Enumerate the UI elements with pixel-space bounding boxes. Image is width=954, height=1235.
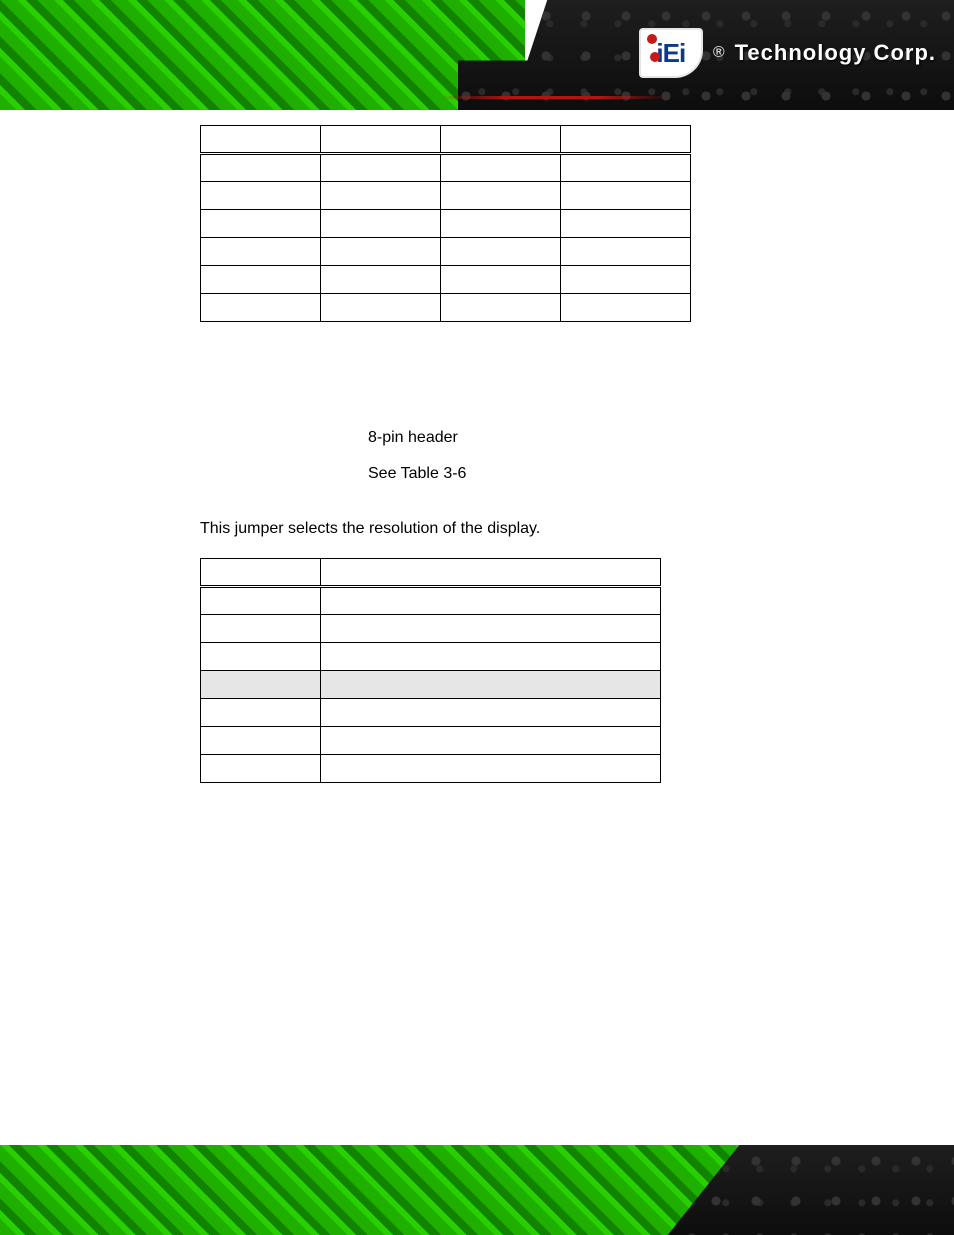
table-2-th-0: [201, 559, 321, 587]
table-cell: [201, 182, 321, 210]
header-band: iEi ® Technology Corp.: [0, 0, 954, 110]
table-cell: [321, 154, 441, 182]
page-content: 8-pin header See Table 3-6 This jumper s…: [0, 115, 954, 1140]
table-row: [201, 587, 661, 615]
table-1-header-row: [201, 126, 691, 154]
table-cell: [321, 238, 441, 266]
table-row: [201, 727, 661, 755]
table-row: [201, 615, 661, 643]
table-cell: [321, 699, 661, 727]
table-cell: [201, 210, 321, 238]
table-2-th-1: [321, 559, 661, 587]
table-row: [201, 671, 661, 699]
table-cell: [561, 182, 691, 210]
brand-logo-text: iEi: [656, 38, 685, 69]
table-cell: [201, 727, 321, 755]
table-row: [201, 643, 661, 671]
table-cell: [441, 238, 561, 266]
description-paragraph: This jumper selects the resolution of th…: [200, 520, 894, 538]
table-cell: [201, 587, 321, 615]
table-cell: [321, 587, 661, 615]
registered-mark: ®: [713, 44, 725, 62]
table-cell: [321, 210, 441, 238]
table-cell: [321, 671, 661, 699]
table-cell: [321, 727, 661, 755]
table-cell: [321, 755, 661, 783]
footer-green-pcb: [0, 1145, 744, 1235]
table-1-th-1: [321, 126, 441, 154]
table-cell: [201, 643, 321, 671]
table-cell: [321, 294, 441, 322]
table-cell: [321, 266, 441, 294]
table-row: [201, 266, 691, 294]
table-cell: [441, 210, 561, 238]
table-1: [200, 125, 691, 322]
table-1-th-0: [201, 126, 321, 154]
table-row: [201, 755, 661, 783]
table-cell: [561, 266, 691, 294]
spec-line-2: See Table 3-6: [368, 458, 894, 490]
table-row: [201, 154, 691, 182]
table-cell: [201, 294, 321, 322]
brand-block: iEi ® Technology Corp.: [639, 28, 936, 78]
table-cell: [441, 182, 561, 210]
table-cell: [441, 294, 561, 322]
table-row: [201, 699, 661, 727]
table-cell: [201, 615, 321, 643]
table-cell: [201, 266, 321, 294]
table-row: [201, 182, 691, 210]
spec-block: 8-pin header See Table 3-6: [368, 422, 894, 490]
table-cell: [561, 294, 691, 322]
table-cell: [561, 238, 691, 266]
table-row: [201, 238, 691, 266]
table-cell: [201, 699, 321, 727]
table-row: [201, 294, 691, 322]
table-cell: [561, 154, 691, 182]
table-cell: [201, 154, 321, 182]
table-cell: [321, 643, 661, 671]
table-cell: [201, 671, 321, 699]
table-cell: [441, 266, 561, 294]
header-redline: [439, 96, 668, 99]
table-row: [201, 210, 691, 238]
header-green-pcb: [0, 0, 525, 110]
brand-name: Technology Corp.: [735, 40, 936, 66]
table-2-header-row: [201, 559, 661, 587]
table-cell: [201, 755, 321, 783]
table-cell: [321, 615, 661, 643]
brand-logo-icon: iEi: [639, 28, 703, 78]
footer-band: [0, 1145, 954, 1235]
table-1-th-2: [441, 126, 561, 154]
table-cell: [201, 238, 321, 266]
table-cell: [561, 210, 691, 238]
table-cell: [321, 182, 441, 210]
table-2: [200, 558, 661, 783]
table-1-th-3: [561, 126, 691, 154]
table-cell: [441, 154, 561, 182]
spec-line-1: 8-pin header: [368, 422, 894, 454]
